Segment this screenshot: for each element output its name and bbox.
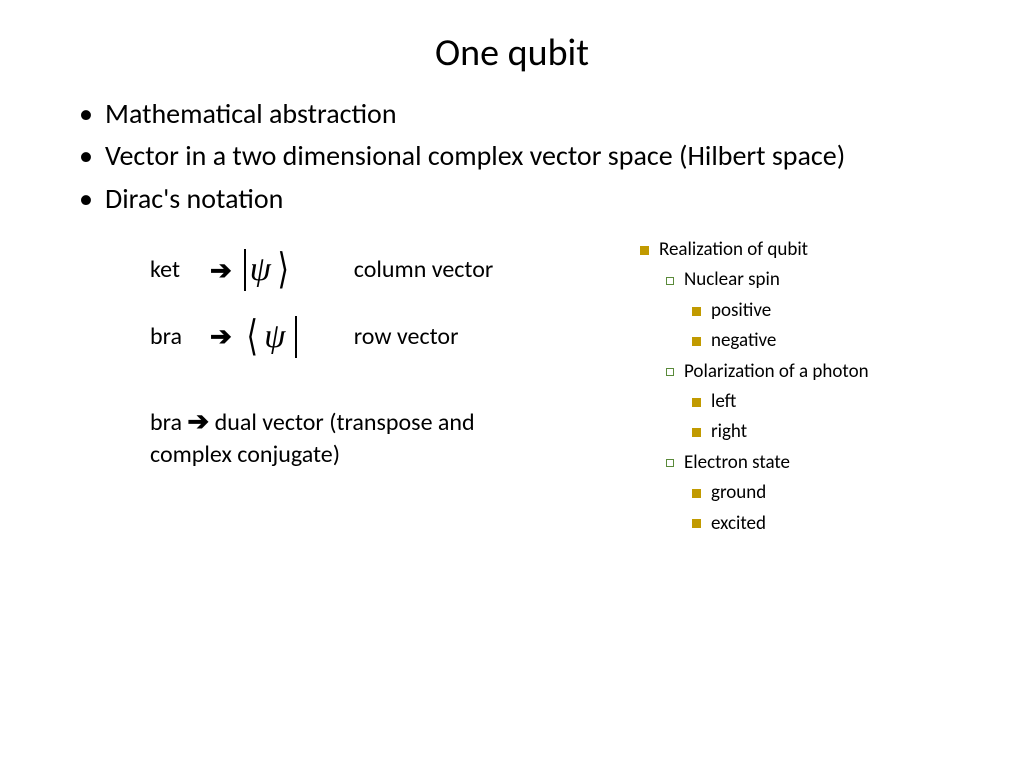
side-title: Realization of qubit [640, 235, 869, 265]
ket-desc: column vector [354, 251, 493, 289]
note-prefix: bra [150, 408, 187, 437]
arrow-icon: ➔ [210, 250, 232, 292]
realization-list: Realization of qubit Nuclear spin positi… [640, 235, 869, 539]
psi-symbol: ψ [246, 243, 275, 297]
bullet-item: Mathematical abstraction [105, 96, 1024, 132]
side-text: right [711, 420, 747, 443]
dirac-notation-block: ket ➔ ψ ⟩ column vector bra ➔ ⟨ ψ row ve… [0, 223, 1024, 364]
arrow-icon: ➔ [187, 405, 209, 437]
ket-symbol: ψ ⟩ [244, 243, 354, 297]
side-text: Polarization of a photon [684, 360, 869, 383]
square-bullet-icon [640, 246, 649, 255]
square-bullet-icon [692, 489, 701, 498]
side-item-nuclear: Nuclear spin [640, 265, 869, 295]
ket-row: ket ➔ ψ ⟩ column vector [150, 243, 1024, 297]
side-item-polar: Polarization of a photon [640, 357, 869, 387]
square-outline-icon [666, 368, 674, 376]
bullet-item: Vector in a two dimensional complex vect… [105, 138, 1024, 174]
side-text: excited [711, 512, 766, 535]
bra-row: bra ➔ ⟨ ψ row vector [150, 310, 1024, 364]
side-item-excited: excited [640, 509, 869, 539]
square-bullet-icon [692, 337, 701, 346]
arrow-icon: ➔ [210, 316, 232, 358]
square-outline-icon [666, 459, 674, 467]
bra-bar-icon [295, 316, 297, 358]
side-text: ground [711, 481, 766, 504]
side-item-negative: negative [640, 326, 869, 356]
square-bullet-icon [692, 307, 701, 316]
bra-label: bra [150, 318, 210, 356]
side-item-left: left [640, 387, 869, 417]
side-item-electron: Electron state [640, 448, 869, 478]
square-bullet-icon [692, 428, 701, 437]
bullet-item: Dirac's notation [105, 181, 1024, 217]
psi-symbol: ψ [260, 310, 289, 364]
side-item-positive: positive [640, 296, 869, 326]
side-text: Nuclear spin [684, 268, 780, 291]
square-outline-icon [666, 277, 674, 285]
bra-desc: row vector [354, 318, 459, 356]
square-bullet-icon [692, 398, 701, 407]
bra-symbol: ⟨ ψ [244, 310, 354, 364]
main-bullet-list: Mathematical abstraction Vector in a two… [0, 96, 1024, 217]
slide-title: One qubit [0, 0, 1024, 96]
bra-note: bra ➔ dual vector (transpose and complex… [0, 376, 560, 472]
langle-icon: ⟨ [246, 316, 257, 358]
square-bullet-icon [692, 519, 701, 528]
side-item-ground: ground [640, 478, 869, 508]
ket-label: ket [150, 251, 210, 289]
side-text: Electron state [684, 451, 790, 474]
side-text: negative [711, 329, 776, 352]
side-title-text: Realization of qubit [659, 238, 808, 261]
side-text: left [711, 390, 736, 413]
side-text: positive [711, 299, 771, 322]
side-item-right: right [640, 417, 869, 447]
rangle-icon: ⟩ [277, 249, 288, 291]
